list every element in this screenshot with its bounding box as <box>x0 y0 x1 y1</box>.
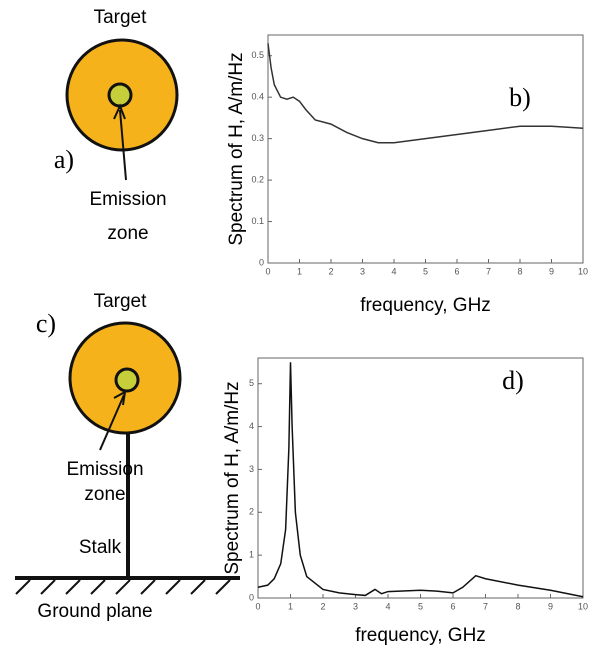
x-tick-label: 3 <box>360 266 365 276</box>
panel-label: c) <box>36 309 56 338</box>
y-tick-label: 0 <box>259 257 264 267</box>
y-axis-label: Spectrum of H, A/m/Hz <box>226 52 247 245</box>
emission-zone <box>114 367 140 393</box>
x-tick-label: 4 <box>385 601 390 611</box>
panel-label: a) <box>54 145 74 174</box>
x-tick-label: 5 <box>418 601 423 611</box>
ground-label: Ground plane <box>37 601 152 622</box>
plot-area <box>267 34 584 264</box>
x-tick-label: 9 <box>548 601 553 611</box>
y-tick-label: 0.1 <box>251 216 264 226</box>
zone-label: Emission <box>66 459 143 480</box>
y-tick-label: 1 <box>249 550 254 560</box>
diagram-title: Target <box>94 7 148 28</box>
x-tick-label: 2 <box>328 266 333 276</box>
x-axis-label: frequency, GHz <box>355 625 486 646</box>
x-tick-label: 1 <box>297 266 302 276</box>
x-tick-label: 6 <box>454 266 459 276</box>
y-tick-label: 5 <box>249 378 254 388</box>
x-tick-label: 7 <box>486 266 491 276</box>
hatching <box>15 579 231 595</box>
panel-label: d) <box>502 366 524 395</box>
x-tick-label: 5 <box>423 266 428 276</box>
x-tick-label: 4 <box>391 266 396 276</box>
zone-label: zone <box>107 223 148 244</box>
x-tick-label: 9 <box>549 266 554 276</box>
stalk-label: Stalk <box>79 537 122 558</box>
arrow-head <box>113 103 126 120</box>
arrow <box>99 394 125 451</box>
zone-label: zone <box>84 484 125 505</box>
plot-area <box>257 357 584 599</box>
x-tick-label: 0 <box>255 601 260 611</box>
y-tick-label: 4 <box>249 421 254 431</box>
x-tick-label: 3 <box>353 601 358 611</box>
emission-zone <box>107 82 133 108</box>
x-tick-label: 8 <box>517 266 522 276</box>
y-tick-label: 0.2 <box>251 174 264 184</box>
arrow <box>119 109 127 181</box>
data-line <box>257 362 584 598</box>
data-line <box>267 43 584 144</box>
arrow-head <box>113 390 127 406</box>
y-tick-label: 0.5 <box>251 50 264 60</box>
x-tick-label: 8 <box>515 601 520 611</box>
x-tick-label: 7 <box>483 601 488 611</box>
x-axis-label: frequency, GHz <box>360 295 491 316</box>
diagram-title: Target <box>94 291 148 312</box>
x-tick-label: 0 <box>265 266 270 276</box>
y-tick-label: 3 <box>249 464 254 474</box>
y-tick-label: 0.4 <box>251 92 264 102</box>
x-tick-label: 1 <box>288 601 293 611</box>
panel-label: b) <box>509 83 531 112</box>
zone-label: Emission <box>89 189 166 210</box>
y-tick-label: 0.3 <box>251 133 264 143</box>
x-tick-label: 2 <box>320 601 325 611</box>
y-axis-label: Spectrum of H, A/m/Hz <box>222 381 243 574</box>
y-tick-label: 0 <box>249 592 254 602</box>
y-tick-label: 2 <box>249 507 254 517</box>
x-tick-label: 10 <box>578 266 588 276</box>
x-tick-label: 10 <box>578 601 588 611</box>
x-tick-label: 6 <box>450 601 455 611</box>
